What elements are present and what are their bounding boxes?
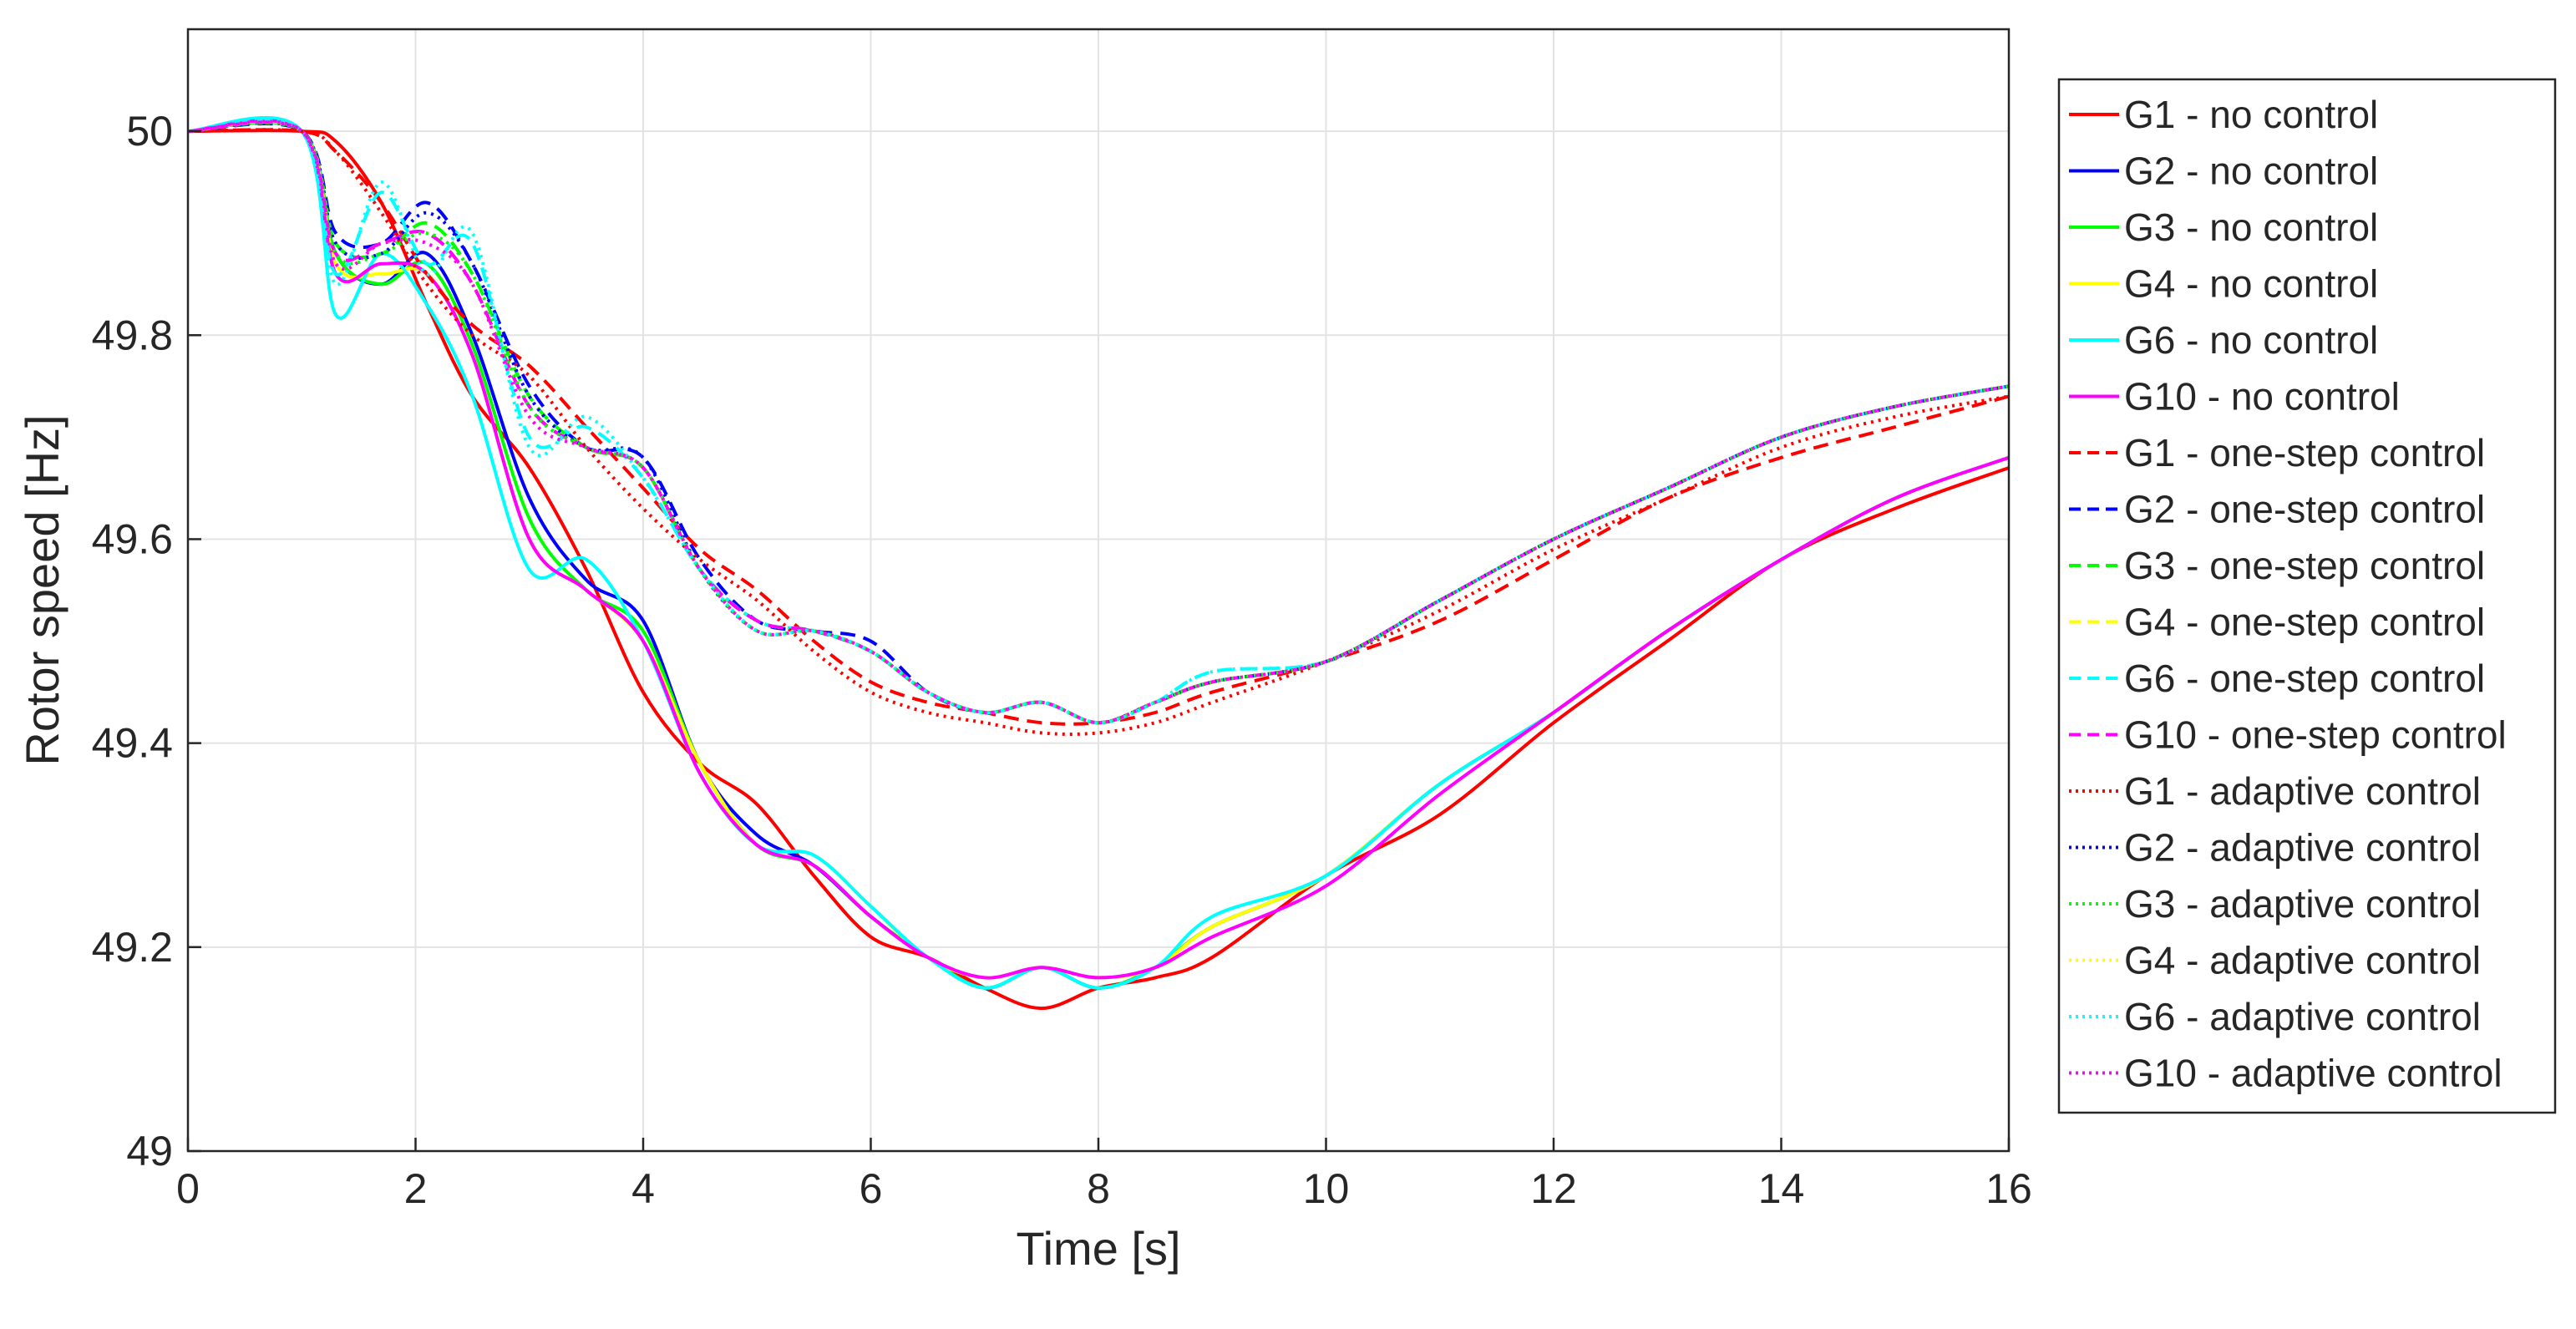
legend-box xyxy=(2057,78,2557,1114)
y-tick-label: 49 xyxy=(126,1128,173,1174)
legend-label: G4 - one-step control xyxy=(2124,601,2485,644)
series-line-7 xyxy=(187,122,2010,725)
legend-label: G10 - one-step control xyxy=(2124,713,2507,757)
legend-label: G1 - no control xyxy=(2124,93,2378,136)
series-line-0 xyxy=(187,129,2010,1011)
legend-label: G1 - one-step control xyxy=(2124,431,2485,474)
legend-label: G2 - no control xyxy=(2124,150,2378,193)
x-tick-label: 4 xyxy=(631,1165,655,1212)
x-tick-label: 10 xyxy=(1303,1165,1350,1212)
legend-label: G3 - adaptive control xyxy=(2124,882,2481,926)
y-tick-label: 49.6 xyxy=(92,515,173,562)
legend-label: G4 - adaptive control xyxy=(2124,939,2481,982)
ticks: 0 2 4 6 8 10 12 14 16 49 49.2 49.4 49.6 49.8 50 xyxy=(92,108,2032,1212)
legend-label: G2 - adaptive control xyxy=(2124,826,2481,870)
x-tick-label: 8 xyxy=(1087,1165,1110,1212)
x-tick-label: 2 xyxy=(404,1165,428,1212)
x-tick-label: 6 xyxy=(860,1165,883,1212)
legend-label: G6 - adaptive control xyxy=(2124,995,2481,1038)
y-tick-label: 50 xyxy=(126,108,173,155)
legend-label: G3 - no control xyxy=(2124,205,2378,249)
legend-label: G4 - no control xyxy=(2124,262,2378,306)
x-axis-label: Time [s] xyxy=(1016,1222,1180,1275)
y-tick-label: 49.2 xyxy=(92,924,173,971)
series-line-16 xyxy=(187,118,2010,725)
series-line-17 xyxy=(187,119,2010,725)
legend-label: G1 - adaptive control xyxy=(2124,769,2481,813)
legend-label: G10 - no control xyxy=(2124,375,2400,418)
legend: G1 - no control G2 - no control G3 - no co… xyxy=(2057,78,2557,1114)
legend-label: G6 - one-step control xyxy=(2124,657,2485,700)
series-layer xyxy=(187,115,2010,1011)
y-tick-label: 49.8 xyxy=(92,312,173,358)
legend-label: G2 - one-step control xyxy=(2124,488,2485,531)
x-tick-label: 12 xyxy=(1530,1165,1577,1212)
y-tick-label: 49.4 xyxy=(92,720,173,767)
legend-label: G3 - one-step control xyxy=(2124,544,2485,587)
y-axis-label: Rotor speed [Hz] xyxy=(16,414,68,765)
legend-label: G10 - adaptive control xyxy=(2124,1052,2502,1095)
x-tick-label: 14 xyxy=(1758,1165,1805,1212)
x-tick-label: 16 xyxy=(1985,1165,2032,1212)
x-tick-label: 0 xyxy=(176,1165,200,1212)
legend-label: G6 - no control xyxy=(2124,318,2378,362)
